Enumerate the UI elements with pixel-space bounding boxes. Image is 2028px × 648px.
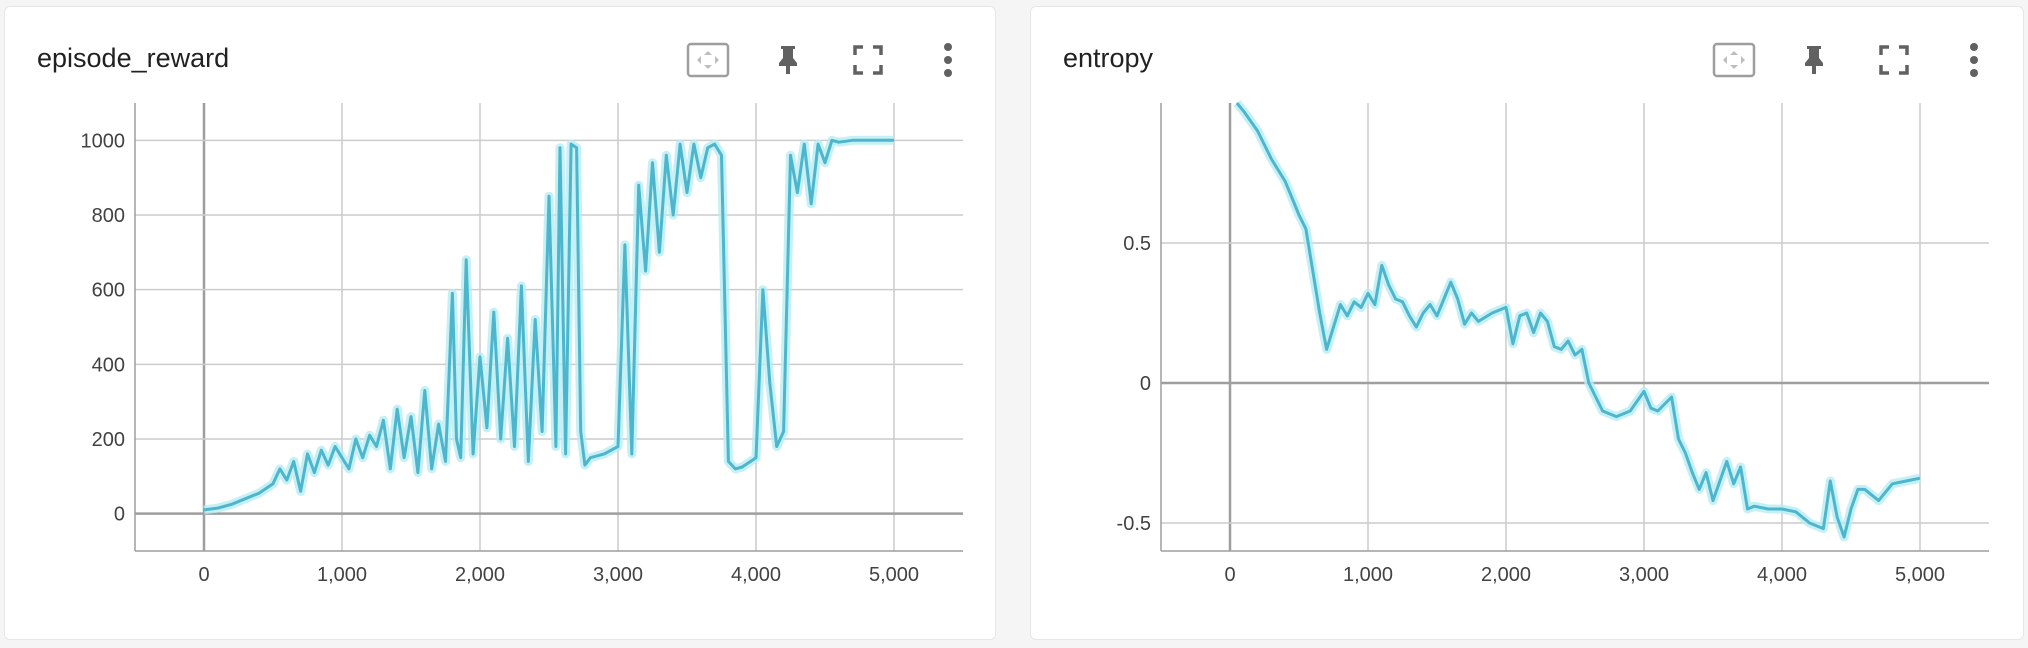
y-tick-label: 400: [92, 354, 125, 376]
y-tick-label: 0: [114, 504, 125, 526]
x-tick-label: 0: [1224, 564, 1235, 586]
x-tick-label: 0: [198, 564, 209, 586]
chart-card-episode-reward: episode_reward 0 1,000 2,000 3,000 4,000 5,00…: [4, 6, 996, 640]
x-tick-label: 2,000: [1481, 564, 1531, 586]
chart-plot-entropy: 0 1,000 2,000 3,000 4,000 5,000 -0.5 0 0.5: [1031, 7, 2025, 641]
chart-plot-episode-reward: 0 1,000 2,000 3,000 4,000 5,000 0 200 400 600 800 1…: [5, 7, 997, 641]
x-tick-label: 2,000: [455, 564, 505, 586]
x-tick-label: 3,000: [1619, 564, 1669, 586]
y-tick-label: -0.5: [1117, 513, 1151, 535]
y-tick-label: 600: [92, 280, 125, 302]
x-tick-label: 5,000: [869, 564, 919, 586]
x-tick-label: 4,000: [1757, 564, 1807, 586]
series-raw-band: [1237, 103, 1920, 537]
y-tick-label: 0.5: [1123, 233, 1151, 255]
y-tick-label: 0: [1140, 373, 1151, 395]
x-tick-label: 1,000: [317, 564, 367, 586]
y-tick-label: 800: [92, 205, 125, 227]
x-tick-label: 1,000: [1343, 564, 1393, 586]
x-tick-label: 3,000: [593, 564, 643, 586]
chart-card-entropy: entropy 0 1,000 2,000 3,000 4,000 5,000 -0.5 0 0…: [1030, 6, 2024, 640]
y-tick-label: 1000: [81, 130, 126, 152]
x-tick-label: 4,000: [731, 564, 781, 586]
y-tick-label: 200: [92, 429, 125, 451]
x-tick-label: 5,000: [1895, 564, 1945, 586]
